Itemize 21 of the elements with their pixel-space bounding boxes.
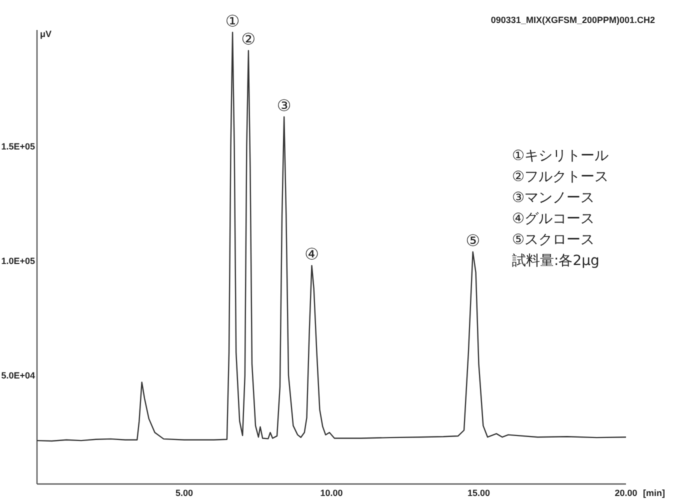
annotation: 試料量:各2μg xyxy=(512,253,600,269)
annotation: ③ xyxy=(276,98,292,115)
annotation: ⑤スクロース xyxy=(512,232,595,248)
x-tick-label: 5.00 xyxy=(175,488,194,498)
annotation: ① xyxy=(225,13,240,30)
chart-title: 090331_MIX(XGFSM_200PPM)001.CH2 xyxy=(490,15,655,25)
annotation: ②フルクトース xyxy=(512,169,609,185)
annotation: ② xyxy=(241,32,256,49)
annotation: ④グルコース xyxy=(512,211,595,227)
annotation: ①キシリトール xyxy=(512,148,609,164)
y-axis-title: μV xyxy=(40,29,52,39)
x-tick-label: 10.00 xyxy=(320,488,343,498)
y-tick-label: 5.0E+04 xyxy=(1,370,35,380)
x-tick-label: 15.00 xyxy=(467,488,490,498)
x-tick-label: 20.00 xyxy=(614,488,638,498)
annotation: ⑤ xyxy=(466,232,480,250)
annotation: ④ xyxy=(304,246,319,264)
y-tick-label: 1.0E+05 xyxy=(1,256,35,266)
annotation: ③マンノース xyxy=(512,190,595,206)
y-tick-label: 1.5E+05 xyxy=(1,142,35,152)
x-axis-title: [min] xyxy=(643,488,665,498)
